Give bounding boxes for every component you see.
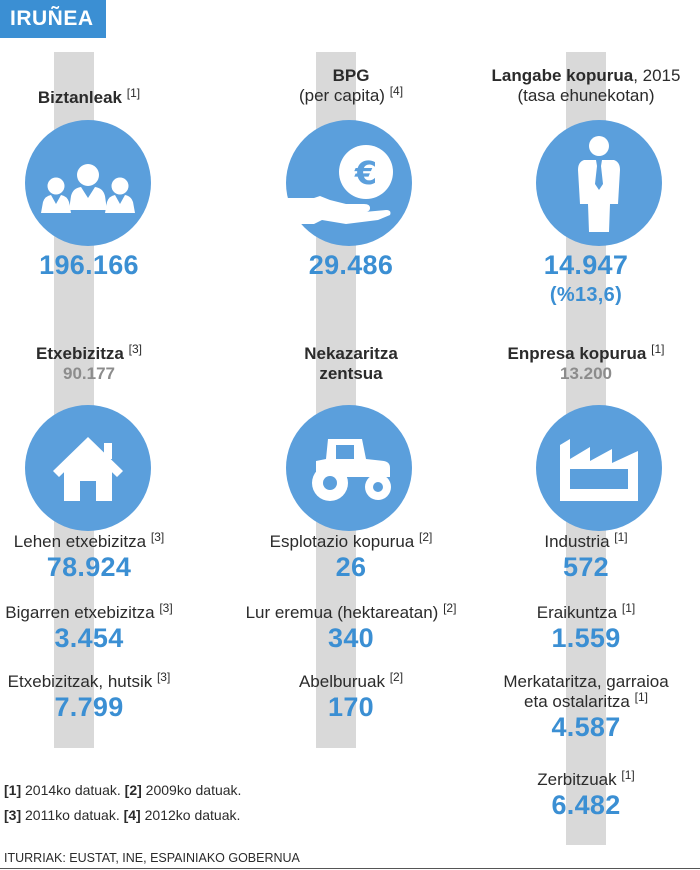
unemployment-label-wrap: Langabe kopurua, 2015 (tasa ehunekotan) (471, 66, 700, 106)
unemployment-sublabel: (tasa ehunekotan) (517, 86, 655, 105)
business-item-2: Eraikuntza [1] 1.559 (471, 601, 700, 653)
svg-text:€: € (354, 154, 377, 192)
agri-item-2: Lur eremua (hektareatan) [2] 340 (236, 601, 466, 653)
gdp-sublabel: (per capita) [4] (298, 84, 404, 105)
business-label: Enpresa kopurua [1] (507, 342, 665, 363)
house-icon (53, 437, 123, 501)
business-circle (536, 405, 662, 531)
business-item-3-value: 4.587 (551, 712, 621, 742)
population-value: 196.166 (39, 250, 139, 280)
housing-label: Etxebizitza [3] (36, 342, 142, 363)
page-title: IRUÑEA (0, 0, 106, 38)
unemployment-value: 14.947 (543, 250, 629, 280)
unemployment-circle (536, 120, 662, 246)
business-item-2-value: 1.559 (551, 623, 621, 653)
business-item-3-label: Merkataritza, garraioa (503, 672, 669, 691)
business-item-2-label: Eraikuntza [1] (536, 601, 636, 622)
gdp-value: 29.486 (308, 250, 394, 280)
housing-circle (25, 405, 151, 531)
agri-item-1: Esplotazio kopurua [2] 26 (236, 530, 466, 582)
housing-label-wrap: Etxebizitza [3] 90.177 (0, 342, 204, 384)
business-item-1-value: 572 (563, 552, 609, 582)
euro-hand-icon: € (286, 145, 393, 224)
housing-item-3: Etxebizitzak, hutsik [3] 7.799 (0, 670, 204, 722)
agri-item-2-label: Lur eremua (hektareatan) [2] (245, 601, 457, 622)
business-item-4: Zerbitzuak [1] 6.482 (471, 768, 700, 820)
column-population-housing: Biztanleak [1] (0, 0, 204, 760)
housing-item-1-value: 78.924 (46, 552, 132, 582)
tractor-icon (312, 439, 391, 501)
business-label-wrap: Enpresa kopurua [1] 13.200 (471, 342, 700, 384)
population-label: Biztanleak [1] (37, 86, 141, 107)
housing-item-1-label: Lehen etxebizitza [3] (13, 530, 165, 551)
agri-item-1-label: Esplotazio kopurua [2] (269, 530, 433, 551)
unemployment-rate: (%13,6) (549, 284, 623, 306)
housing-item-2-value: 3.454 (54, 623, 124, 653)
gdp-value-wrap: 29.486 (236, 250, 466, 280)
housing-item-2: Bigarren etxebizitza [3] 3.454 (0, 601, 204, 653)
footnote-line-1: [1] 2014ko datuak. [2] 2009ko datuak. (4, 782, 242, 798)
business-item-4-value: 6.482 (551, 790, 621, 820)
agri-item-3-value: 170 (328, 692, 374, 722)
unemployment-value-wrap: 14.947 (%13,6) (471, 250, 700, 310)
factory-icon (560, 439, 638, 501)
agri-label-line2: zentsua (319, 364, 383, 383)
agri-item-3-label: Abelburuak [2] (298, 670, 404, 691)
bottom-rule (0, 868, 700, 869)
housing-item-2-label: Bigarren etxebizitza [3] (5, 601, 173, 622)
business-total: 13.200 (560, 364, 612, 383)
agri-label-line1: Nekazaritza (304, 344, 398, 363)
business-item-3: Merkataritza, garraioa eta ostalaritza [… (471, 672, 700, 742)
population-circle (25, 120, 151, 246)
business-item-4-label: Zerbitzuak [1] (537, 768, 635, 789)
housing-item-3-value: 7.799 (54, 692, 124, 722)
agri-label-wrap: Nekazaritza zentsua (236, 344, 466, 384)
people-icon (41, 164, 135, 213)
footnotes: [1] 2014ko datuak. [2] 2009ko datuak. [3… (4, 778, 241, 828)
footnote-line-2: [3] 2011ko datuak. [4] 2012ko datuak. (4, 807, 241, 823)
business-item-1-label: Industria [1] (544, 530, 628, 551)
sources: ITURRIAK: EUSTAT, INE, ESPAINIAKO GOBERN… (4, 851, 300, 865)
unemployment-label: Langabe kopurua, 2015 (491, 66, 681, 85)
gdp-label-wrap: BPG (per capita) [4] (236, 66, 466, 106)
agri-circle (286, 405, 412, 531)
gdp-label: BPG (332, 66, 370, 85)
agri-item-1-value: 26 (335, 552, 367, 582)
housing-total: 90.177 (63, 364, 115, 383)
business-item-1: Industria [1] 572 (471, 530, 700, 582)
population-value-wrap: 196.166 (0, 250, 204, 280)
business-item-3-label2: eta ostalaritza [1] (524, 690, 648, 711)
housing-item-1: Lehen etxebizitza [3] 78.924 (0, 530, 204, 582)
person-tie-icon (578, 136, 620, 232)
agri-item-3: Abelburuak [2] 170 (236, 670, 466, 722)
gdp-circle: € (286, 120, 412, 246)
housing-item-3-label: Etxebizitzak, hutsik [3] (7, 670, 171, 691)
agri-item-2-value: 340 (328, 623, 374, 653)
